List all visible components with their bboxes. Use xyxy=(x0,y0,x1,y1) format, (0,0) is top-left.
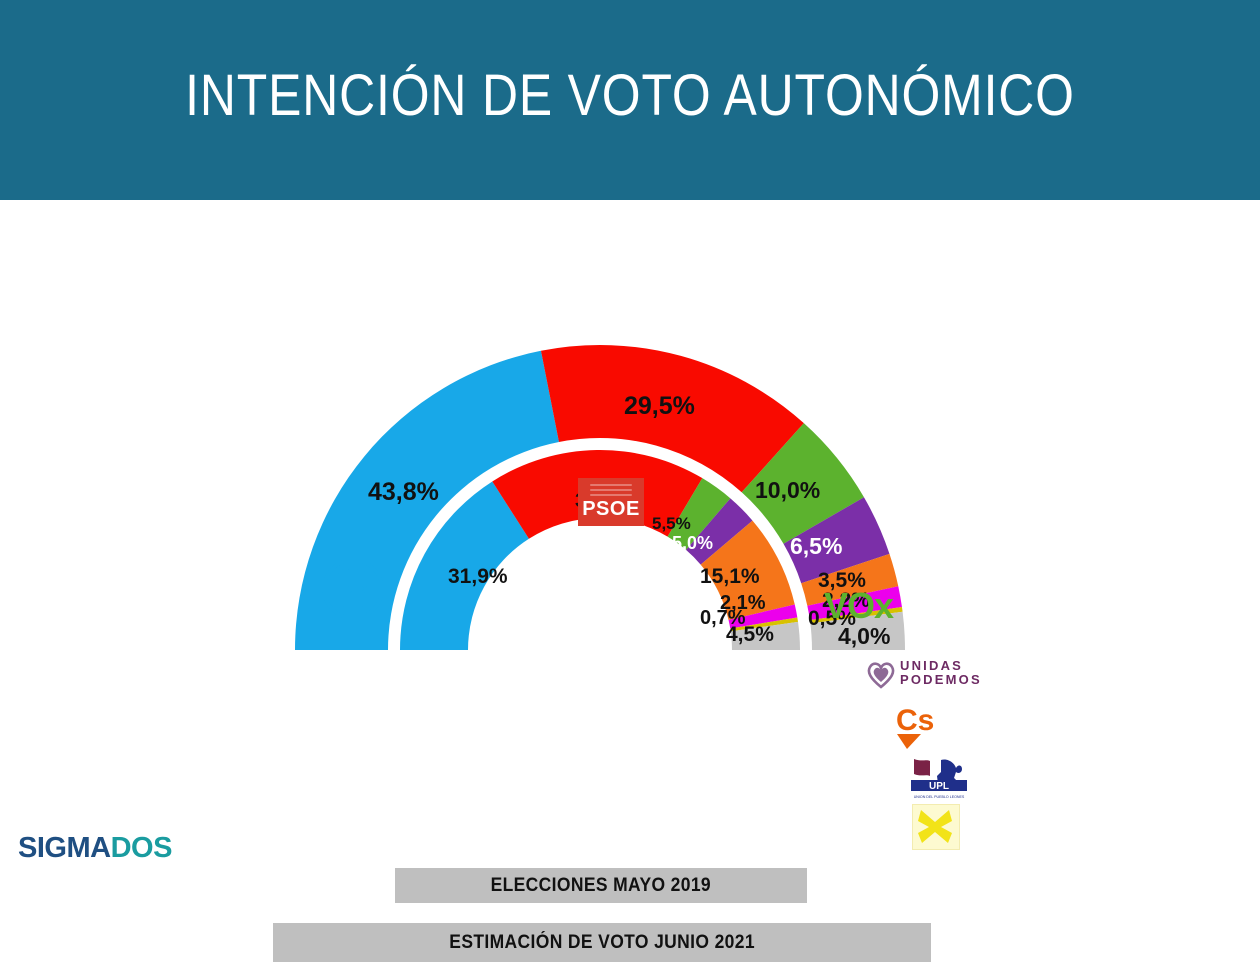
vox-letter-x: x xyxy=(874,585,894,626)
page-title: INTENCIÓN DE VOTO AUTONÓMICO xyxy=(185,63,1075,128)
pie-slice-outer-pp xyxy=(295,350,559,650)
pie-slice-outer-vox xyxy=(741,423,864,544)
cs-logo-text: Cs xyxy=(896,704,935,737)
unidas-podemos-text: UNIDAS PODEMOS xyxy=(900,659,982,687)
pie-slice-inner-otros xyxy=(730,617,799,632)
psoe-logo: PSOE xyxy=(578,478,644,526)
vox-logo: VOx xyxy=(824,585,894,627)
upl-initials: UPL xyxy=(929,781,949,792)
pie-slice-inner-vox xyxy=(667,478,731,550)
pie-slice-outer-psoe xyxy=(540,345,804,493)
svg-text:PP: PP xyxy=(338,579,367,604)
pie-slice-inner-pp xyxy=(400,481,529,650)
pie-slice-outer-otros xyxy=(809,607,903,624)
unidas-podemos-logo: UNIDAS PODEMOS xyxy=(866,659,986,699)
pie-slice-outer-upl xyxy=(807,586,902,621)
legend-label-2019: ELECCIONES MAYO 2019 xyxy=(490,874,712,896)
pie-slice-inner-unidas-podemos xyxy=(686,498,753,565)
legend-bar-2021: ESTIMACIÓN DE VOTO JUNIO 2021 xyxy=(273,923,931,962)
vox-letter-v: V xyxy=(824,585,848,626)
double-semi-donut-chart xyxy=(295,345,905,650)
chart-area: 43,8% 29,5% 10,0% 6,5% 3,5% 2,2% 0,5% 4,… xyxy=(0,200,1260,962)
cs-arrow-icon xyxy=(897,734,921,749)
sigmados-logo: SIGMADOS xyxy=(18,832,172,865)
brand-sigma: SIGMA xyxy=(18,832,111,864)
pie-slice-inner-blanco-gris xyxy=(730,621,800,650)
unidas-line-1: UNIDAS xyxy=(900,658,964,673)
brand-dos: DOS xyxy=(110,832,173,864)
psoe-logo-text: PSOE xyxy=(582,498,640,520)
header-band: INTENCIÓN DE VOTO AUTONÓMICO xyxy=(0,0,1260,200)
unidas-line-2: PODEMOS xyxy=(900,672,982,687)
ciudadanos-logo: Cs xyxy=(896,704,948,752)
legend-label-2021: ESTIMACIÓN DE VOTO JUNIO 2021 xyxy=(449,931,755,953)
otros-x-logo xyxy=(912,804,960,850)
pie-slice-outer-cs xyxy=(801,553,899,606)
psoe-fist-icon xyxy=(590,484,632,500)
pp-logo: PP xyxy=(320,555,386,621)
x-cross-icon xyxy=(918,810,952,843)
pie-slice-outer-unidas-podemos xyxy=(783,497,890,584)
vox-letter-o: O xyxy=(847,585,875,626)
pie-slice-inner-cs xyxy=(700,520,795,620)
upl-logo: UPL UNION DEL PUEBLO LEONES xyxy=(908,756,970,802)
heart-icon xyxy=(867,662,895,689)
vox-logo-text: VOx xyxy=(824,585,894,627)
legend-bar-2019: ELECCIONES MAYO 2019 xyxy=(395,868,807,903)
pie-slice-inner-upl xyxy=(728,604,798,629)
pie-slice-outer-blanco-gris xyxy=(810,611,905,650)
upl-subtitle: UNION DEL PUEBLO LEONES xyxy=(914,795,965,799)
